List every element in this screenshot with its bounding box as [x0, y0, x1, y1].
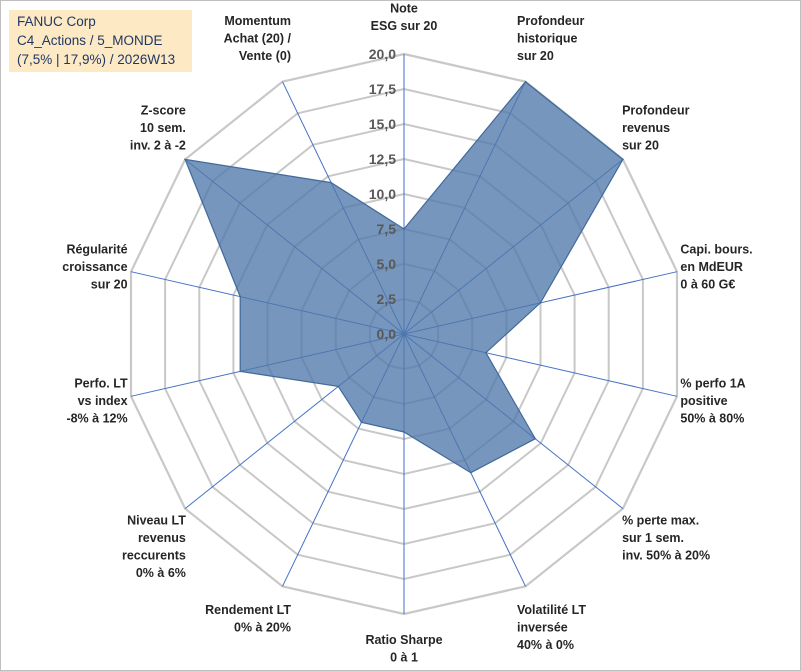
axis-label-5: % perte max. sur 1 sem. inv. 50% à 20%: [622, 513, 710, 562]
axis-label-line: sur 20: [517, 49, 554, 63]
axis-label-line: reccurents: [122, 548, 186, 562]
data-point: [403, 431, 405, 433]
axis-label-1: Profondeur historique sur 20: [517, 14, 584, 63]
axis-label-line: Z-score: [141, 104, 186, 118]
axis-label-line: Note: [390, 2, 418, 16]
axis-label-line: en MdEUR: [680, 260, 743, 274]
axis-label-6: Volatilité LT inversée 40% à 0%: [517, 603, 586, 652]
data-point: [622, 158, 624, 161]
data-point: [403, 228, 405, 230]
company-name: FANUC Corp: [17, 14, 96, 29]
axis-label-line: sur 20: [622, 139, 659, 153]
axis-category-labels: Note ESG sur 20 Profondeur historique sur 20…: [62, 2, 752, 665]
axis-label-line: -8% à 12%: [66, 412, 127, 426]
axis-label-line: 50% à 80%: [680, 412, 744, 426]
axis-label-line: Perfo. LT: [74, 377, 128, 391]
axis-label-13: Momentum Achat (20) / Vente (0): [224, 14, 292, 63]
axis-label-line: inversée: [517, 621, 568, 635]
axis-label-line: 40% à 0%: [517, 638, 574, 652]
tick-label: 20,0: [369, 46, 396, 62]
weights-and-week: (7,5% | 17,9%) / 2026W13: [17, 52, 176, 67]
axis-label-9: Niveau LT revenus reccurents 0% à 6%: [122, 513, 186, 580]
axis-label-line: Volatilité LT: [517, 603, 586, 617]
data-point: [184, 158, 186, 161]
data-point: [485, 351, 487, 354]
data-point: [470, 471, 472, 474]
axis-label-line: positive: [680, 394, 727, 408]
axis-label-line: 0% à 20%: [234, 621, 291, 635]
axis-label-line: Momentum: [224, 14, 291, 28]
data-point: [239, 295, 241, 298]
axis-label-0: Note ESG sur 20: [371, 2, 438, 34]
data-point: [330, 181, 332, 184]
axis-label-line: Capi. bours.: [680, 242, 752, 256]
axis-label-line: % perfo 1A: [680, 377, 745, 391]
axis-label-line: Régularité: [66, 242, 127, 256]
axis-label-line: historique: [517, 31, 577, 45]
radar-series: [184, 80, 624, 474]
portfolio-category: C4_Actions / 5_MONDE: [17, 33, 163, 48]
tick-label: 7,5: [377, 221, 397, 237]
axis-label-line: Ratio Sharpe: [365, 633, 442, 647]
axis-label-line: vs index: [78, 394, 128, 408]
axis-label-line: % perte max.: [622, 513, 699, 527]
axis-label-line: sur 1 sem.: [622, 531, 684, 545]
axis-label-line: 0% à 6%: [136, 566, 186, 580]
axis-label-11: Régularité croissance sur 20: [62, 242, 127, 291]
axis-label-3: Capi. bours. en MdEUR 0 à 60 G€: [680, 242, 752, 291]
axis-label-line: sur 20: [91, 277, 128, 291]
axis-label-line: Profondeur: [622, 104, 689, 118]
tick-label: 10,0: [369, 186, 396, 202]
axis-label-12: Z-score 10 sem. inv. 2 à -2: [130, 104, 186, 153]
axis-label-7: Ratio Sharpe 0 à 1: [365, 633, 442, 665]
axis-label-line: Vente (0): [239, 49, 291, 63]
axis-label-line: 10 sem.: [140, 121, 186, 135]
tick-label: 15,0: [369, 116, 396, 132]
axis-label-line: croissance: [62, 260, 127, 274]
tick-label: 17,5: [369, 81, 396, 97]
tick-label: 5,0: [377, 256, 397, 272]
data-point: [239, 370, 241, 373]
data-point: [337, 385, 340, 388]
data-point: [534, 437, 537, 440]
axis-label-line: ESG sur 20: [371, 19, 438, 33]
radial-tick-labels: 0,0 2,5 5,0 7,5 10,0 12,5 15,0 17,5 20,0: [369, 46, 396, 342]
axis-label-line: Profondeur: [517, 14, 584, 28]
axis-label-line: inv. 2 à -2: [130, 139, 186, 153]
tick-label: 12,5: [369, 151, 396, 167]
tick-label: 0,0: [377, 326, 397, 342]
axis-label-line: inv. 50% à 20%: [622, 548, 710, 562]
axis-label-line: Niveau LT: [127, 513, 186, 527]
axis-label-4: % perfo 1A positive 50% à 80%: [680, 377, 745, 426]
chart-title-box: FANUC Corp C4_Actions / 5_MONDE (7,5% | …: [9, 10, 192, 72]
axis-label-line: 0 à 60 G€: [680, 277, 735, 291]
axis-label-8: Rendement LT 0% à 20%: [205, 603, 291, 635]
data-point: [360, 421, 363, 424]
axis-label-10: Perfo. LT vs index -8% à 12%: [66, 377, 128, 426]
axis-label-2: Profondeur revenus sur 20: [622, 104, 689, 153]
tick-label: 2,5: [377, 291, 397, 307]
axis-label-line: Rendement LT: [205, 603, 291, 617]
axis-label-line: revenus: [622, 121, 670, 135]
axis-label-line: 0 à 1: [390, 651, 418, 665]
axis-label-line: Achat (20) /: [224, 31, 292, 45]
data-point: [539, 302, 542, 304]
axis-label-line: revenus: [138, 531, 186, 545]
data-point: [524, 80, 527, 83]
